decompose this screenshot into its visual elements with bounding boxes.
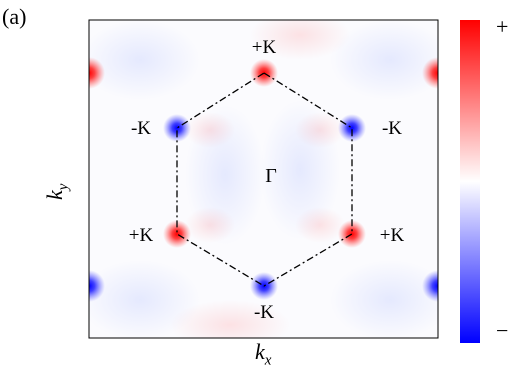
y-axis-label: ky <box>42 183 72 200</box>
edge-hotspot <box>422 57 438 89</box>
valley-label: -K <box>254 302 274 323</box>
valley-label: +K <box>252 37 277 58</box>
valley-label: -K <box>382 118 402 139</box>
valley-hotspot <box>163 220 191 248</box>
edge-hotspot <box>89 57 105 89</box>
brillouin-zone-boundary <box>176 72 353 287</box>
x-axis-label: kx <box>255 339 272 369</box>
colorbar-max-label: + <box>496 14 508 39</box>
valley-hotspot <box>338 220 366 248</box>
colorbar <box>460 20 480 343</box>
panel-label: (a) <box>2 4 27 29</box>
field-map <box>89 20 438 338</box>
edge-hotspot <box>89 270 105 302</box>
colorbar-min-label: − <box>496 318 508 343</box>
valley-label: +K <box>129 225 154 246</box>
edge-hotspot <box>422 270 438 302</box>
valley-label: -K <box>131 118 151 139</box>
valley-hotspot <box>338 114 366 142</box>
plot-frame <box>88 19 439 339</box>
valley-hotspot <box>163 114 191 142</box>
valley-label: +K <box>380 225 405 246</box>
gamma-point-label: Γ <box>265 165 277 187</box>
